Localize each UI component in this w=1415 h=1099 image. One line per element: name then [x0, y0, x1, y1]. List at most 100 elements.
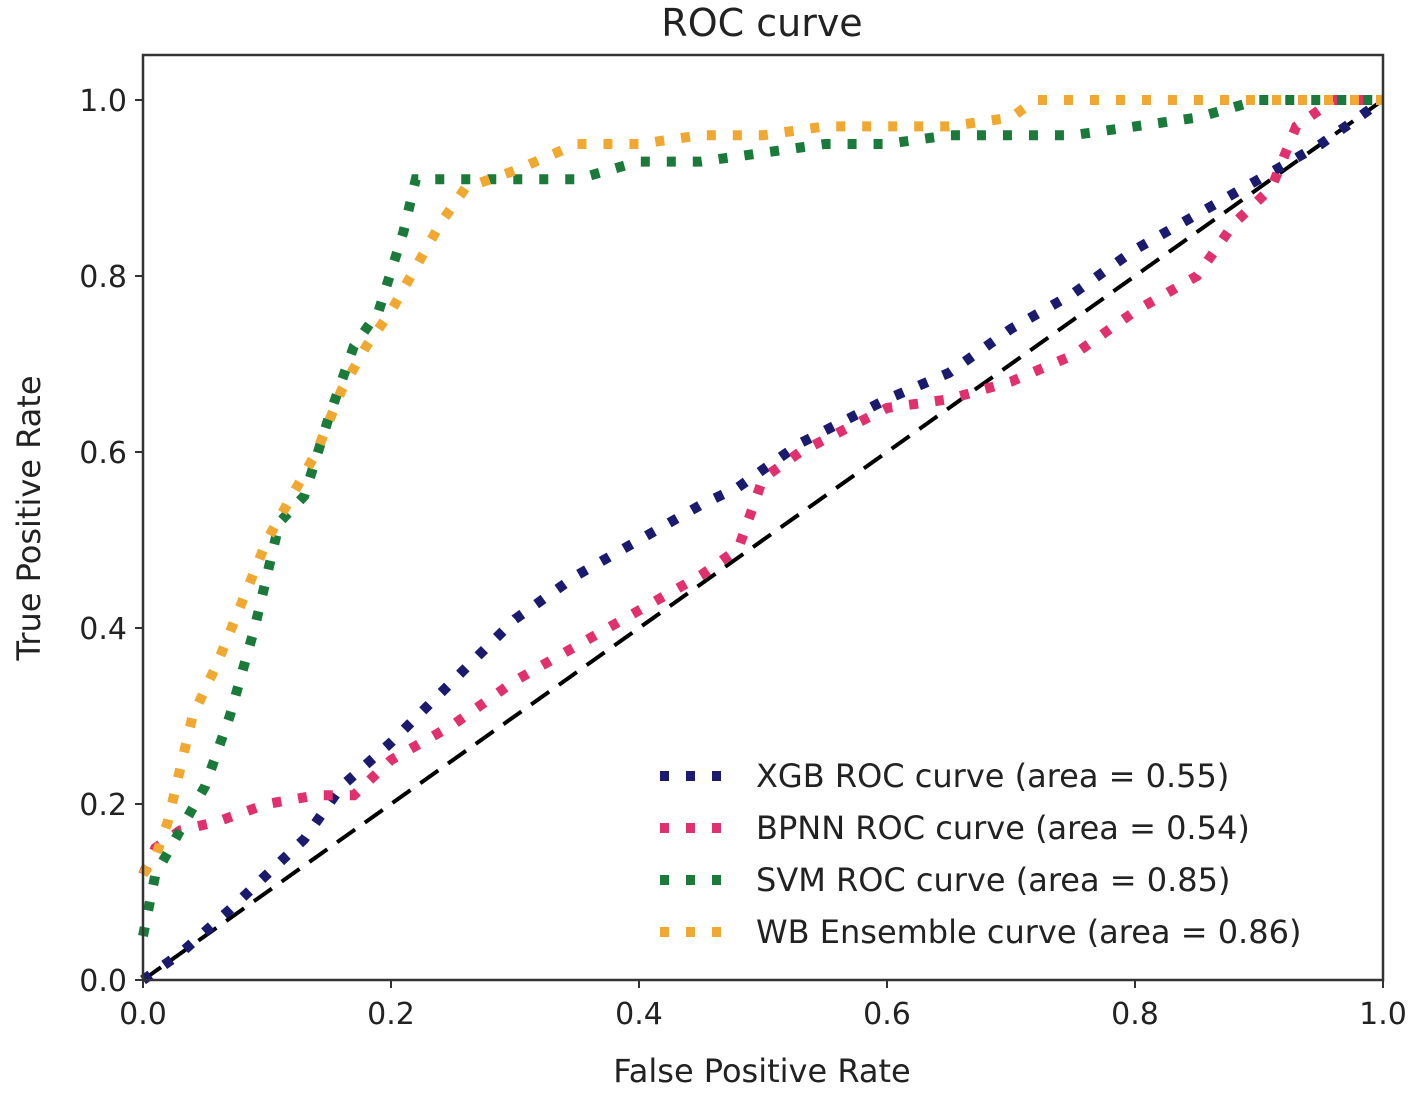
- data-point: [1010, 381, 1012, 383]
- data-point: [1258, 178, 1260, 180]
- data-point: [167, 821, 169, 823]
- data-point: [886, 407, 888, 409]
- legend-entry: BPNN ROC curve (area = 0.54): [756, 809, 1250, 847]
- data-point: [179, 829, 181, 831]
- data-point: [229, 715, 231, 717]
- data-point: [154, 856, 156, 858]
- data-point: [1010, 117, 1012, 119]
- data-point: [799, 442, 801, 444]
- data-point: [700, 504, 702, 506]
- data-point: [1134, 125, 1136, 127]
- y-tick-label: 0.8: [79, 260, 127, 295]
- legend-entry: WB Ensemble curve (area = 0.86): [756, 913, 1301, 951]
- data-point: [316, 451, 318, 453]
- data-point: [948, 398, 950, 400]
- data-point: [266, 873, 268, 875]
- y-tick-label: 0.6: [79, 436, 127, 471]
- data-point: [886, 398, 888, 400]
- data-point: [948, 372, 950, 374]
- data-point: [1258, 99, 1260, 101]
- data-point: [948, 134, 950, 136]
- data-point: [576, 574, 578, 576]
- data-point: [179, 953, 181, 955]
- data-point: [440, 222, 442, 224]
- x-tick-label: 0.4: [615, 997, 663, 1032]
- plot-frame: [141, 53, 1385, 982]
- data-point: [415, 178, 417, 180]
- data-point: [762, 134, 764, 136]
- legend-entry: XGB ROC curve (area = 0.55): [756, 757, 1229, 795]
- data-point: [303, 495, 305, 497]
- legend-entry: SVM ROC curve (area = 0.85): [756, 861, 1230, 899]
- data-point: [452, 680, 454, 682]
- data-point: [1072, 293, 1074, 295]
- data-point: [353, 345, 355, 347]
- data-point: [303, 838, 305, 840]
- data-point: [948, 125, 950, 127]
- data-point: [179, 768, 181, 770]
- data-point: [1295, 125, 1297, 127]
- data-point: [390, 741, 392, 743]
- chance-diagonal-line: [141, 98, 1385, 982]
- data-point: [514, 178, 516, 180]
- data-point: [241, 601, 243, 603]
- series-line-0: [140, 95, 1386, 985]
- y-tick-label: 0.0: [79, 964, 127, 999]
- data-point: [340, 389, 342, 391]
- data-point: [824, 143, 826, 145]
- data-point: [353, 794, 355, 796]
- data-point: [415, 266, 417, 268]
- data-point: [390, 310, 392, 312]
- data-point: [316, 794, 318, 796]
- data-point: [204, 785, 206, 787]
- data-point: [700, 161, 702, 163]
- legend: XGB ROC curve (area = 0.55) BPNN ROC curv…: [660, 757, 1301, 951]
- data-point: [1196, 275, 1198, 277]
- x-tick-label: 0.8: [1111, 997, 1159, 1032]
- data-point: [762, 469, 764, 471]
- data-point: [1010, 134, 1012, 136]
- data-point: [1072, 354, 1074, 356]
- x-tick-label: 1.0: [1359, 997, 1407, 1032]
- data-point: [700, 134, 702, 136]
- data-point: [638, 539, 640, 541]
- data-point: [1320, 99, 1322, 101]
- data-point: [291, 495, 293, 497]
- data-point: [254, 627, 256, 629]
- data-point: [402, 231, 404, 233]
- data-point: [192, 715, 194, 717]
- data-point: [638, 609, 640, 611]
- data-point: [514, 169, 516, 171]
- data-point: [886, 143, 888, 145]
- data-point: [1134, 249, 1136, 251]
- data-point: [1320, 143, 1322, 145]
- data-point: [799, 451, 801, 453]
- data-point: [1072, 134, 1074, 136]
- data-point: [638, 143, 640, 145]
- data-point: [1010, 328, 1012, 330]
- data-point: [737, 486, 739, 488]
- data-point: [762, 477, 764, 479]
- data-point: [452, 178, 454, 180]
- data-point: [1196, 117, 1198, 119]
- plot-series: [138, 95, 1386, 985]
- data-point: [576, 143, 578, 145]
- data-point: [638, 161, 640, 163]
- data-point: [464, 187, 466, 189]
- x-tick-label: 0.2: [367, 997, 415, 1032]
- data-point: [1233, 222, 1235, 224]
- data-point: [229, 909, 231, 911]
- data-point: [737, 548, 739, 550]
- data-point: [340, 785, 342, 787]
- x-tick-label: 0.0: [119, 997, 167, 1032]
- y-axis-label: True Positive Rate: [10, 375, 48, 661]
- axis-ticks: 0.0 0.2 0.4 0.6 0.8 1.0 0.0 0.2 0.4 0.6 0.8 1.0: [79, 84, 1407, 1032]
- data-point: [266, 803, 268, 805]
- data-point: [1270, 187, 1272, 189]
- data-point: [576, 178, 578, 180]
- data-point: [365, 345, 367, 347]
- data-point: [216, 821, 218, 823]
- data-point: [378, 310, 380, 312]
- data-point: [762, 152, 764, 154]
